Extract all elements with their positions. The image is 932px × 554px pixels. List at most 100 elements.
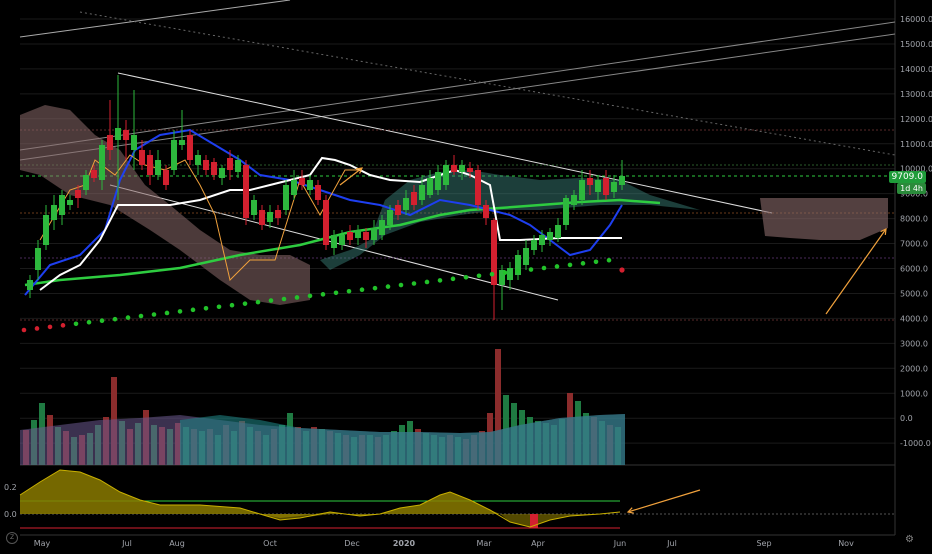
- candle-body: [539, 235, 545, 245]
- forecast-arrow: [825, 228, 887, 315]
- candle-body: [51, 205, 57, 220]
- time-tick-label: Jul: [121, 539, 132, 548]
- time-tick-label: Aug: [169, 539, 185, 548]
- parabolic-sar-dot: [47, 324, 53, 330]
- descending-resistance-line: [117, 72, 773, 214]
- time-tick-label: 2020: [393, 539, 416, 548]
- candle-body: [299, 178, 305, 185]
- candle-body: [339, 235, 345, 245]
- candle-body: [259, 210, 265, 225]
- price-tick-label: 3000.0: [900, 339, 928, 348]
- parabolic-sar-dot: [424, 279, 430, 285]
- candle-body: [547, 232, 553, 240]
- volume-ma-area: [180, 414, 625, 465]
- parabolic-sar-dot: [385, 284, 391, 289]
- candle-body: [187, 135, 193, 160]
- candle-body: [291, 180, 297, 195]
- candle-body: [35, 248, 41, 270]
- price-tick-label: 4000.0: [900, 314, 928, 323]
- candle-body: [411, 192, 417, 205]
- candle-body: [451, 165, 457, 172]
- candle-body: [67, 200, 73, 205]
- candle-body: [523, 248, 529, 265]
- settings-icon[interactable]: ⚙: [905, 534, 914, 545]
- parabolic-sar-dot: [242, 301, 248, 306]
- candle-body: [107, 135, 113, 150]
- candle-body: [275, 210, 281, 218]
- osc-tick-label: 0.0: [4, 510, 17, 519]
- candle-body: [115, 128, 121, 140]
- parabolic-sar-dot: [190, 307, 196, 313]
- candle-body: [283, 185, 289, 210]
- candle-body: [243, 165, 249, 218]
- parabolic-sar-dot: [229, 302, 235, 308]
- time-tick-label: Mar: [476, 539, 492, 548]
- candle-body: [163, 170, 169, 185]
- parabolic-sar-dot: [255, 299, 261, 305]
- price-tick-label: 8000.0: [900, 215, 928, 224]
- candle-body: [99, 145, 105, 180]
- ichimoku-cloud-future: [760, 198, 888, 240]
- parabolic-sar-dot: [268, 298, 274, 303]
- candle-body: [563, 198, 569, 225]
- parabolic-sar-dot: [606, 257, 612, 263]
- time-tick-label: Jun: [613, 539, 627, 548]
- candle-body: [315, 185, 321, 200]
- candle-body: [91, 170, 97, 178]
- candle-body: [155, 160, 161, 175]
- price-tick-label: -1000.0: [900, 439, 931, 448]
- candle-body: [219, 168, 225, 178]
- oscillator-line: [19, 469, 621, 528]
- price-tick-label: 10000.0: [900, 165, 932, 174]
- trend-line: [19, 33, 896, 161]
- candle-body: [467, 168, 473, 172]
- osc-tick-label: 0.2: [4, 483, 17, 492]
- candle-body: [363, 232, 369, 240]
- candle-body: [75, 190, 81, 198]
- volume-bar: [495, 349, 501, 465]
- tradingview-logo-icon: Z: [6, 532, 18, 544]
- parabolic-sar-dot: [164, 310, 170, 316]
- price-tick-label: 14000.0: [900, 65, 932, 74]
- candle-body: [179, 140, 185, 145]
- candle-body: [619, 176, 625, 185]
- parabolic-sar-dot: [216, 304, 222, 310]
- parabolic-sar-dot: [541, 265, 547, 271]
- candle-body: [43, 215, 49, 245]
- candle-body: [131, 135, 137, 150]
- parabolic-sar-dot: [177, 309, 183, 314]
- candle-body: [235, 160, 241, 172]
- price-tick-label: 13000.0: [900, 90, 932, 99]
- parabolic-sar-dot: [34, 326, 40, 331]
- candle-body: [587, 178, 593, 185]
- parabolic-sar-dot: [489, 271, 495, 277]
- candle-body: [379, 220, 385, 235]
- candle-body: [403, 198, 409, 210]
- candle-body: [83, 175, 89, 190]
- parabolic-sar-dot: [333, 290, 339, 296]
- parabolic-sar-dot: [60, 323, 66, 328]
- parabolic-sar-dot: [554, 264, 560, 269]
- oscillator-spike: [530, 514, 538, 528]
- price-tick-label: 12000.0: [900, 115, 932, 124]
- candle-body: [123, 130, 129, 140]
- parabolic-sar-dot: [359, 287, 365, 293]
- annotation-arrow-head: [355, 167, 363, 174]
- candle-body: [595, 180, 601, 192]
- price-tick-label: 0.0: [900, 414, 913, 423]
- candle-body: [555, 225, 561, 238]
- price-tick-label: 2000.0: [900, 364, 928, 373]
- parabolic-sar-dot: [515, 268, 521, 274]
- current-price-label: 9709.0: [888, 171, 926, 183]
- parabolic-sar-dot: [281, 296, 287, 302]
- candle-body: [307, 180, 313, 190]
- parabolic-sar-dot: [619, 267, 625, 273]
- candle-body: [571, 195, 577, 205]
- candle-body: [211, 162, 217, 175]
- candle-body: [611, 182, 617, 192]
- parabolic-sar-dot: [372, 285, 378, 291]
- candle-body: [195, 155, 201, 165]
- parabolic-sar-dot: [476, 273, 482, 279]
